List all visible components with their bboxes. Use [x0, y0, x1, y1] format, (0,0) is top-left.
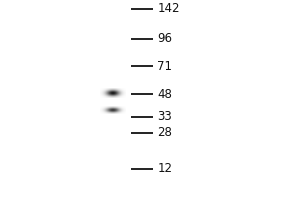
Text: 142: 142 [158, 2, 180, 16]
Text: 12: 12 [158, 162, 172, 176]
Text: 48: 48 [158, 88, 172, 100]
Text: 71: 71 [158, 60, 172, 72]
Text: 28: 28 [158, 127, 172, 140]
Text: 96: 96 [158, 32, 172, 46]
Text: 33: 33 [158, 110, 172, 123]
